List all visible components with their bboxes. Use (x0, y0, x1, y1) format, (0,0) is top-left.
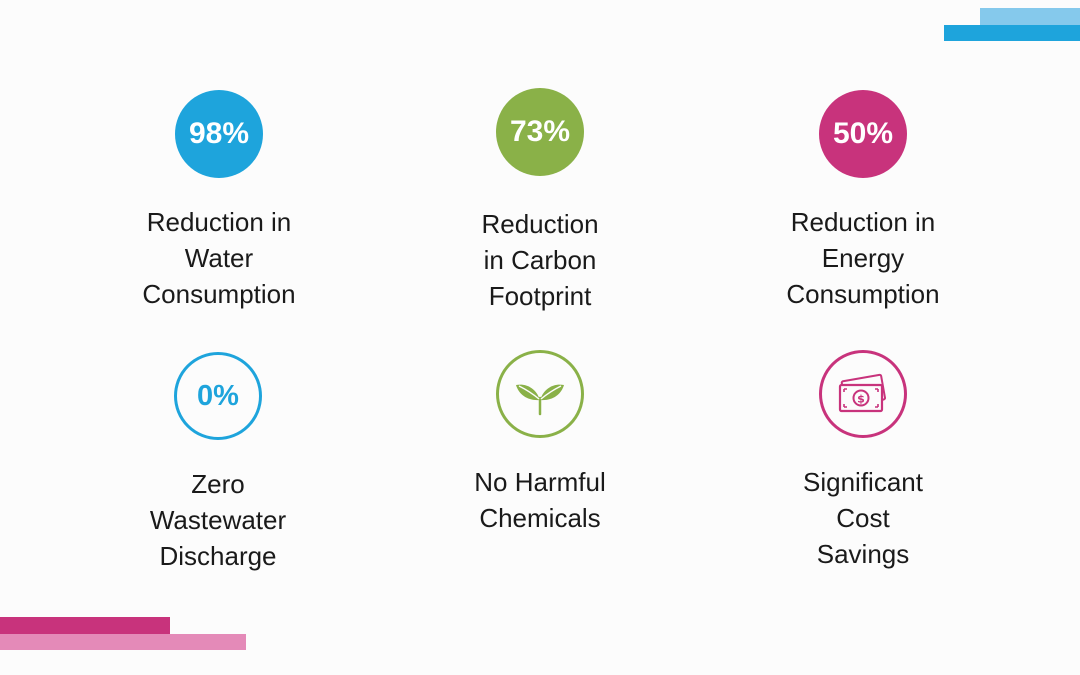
wastewater-badge: 0% (174, 352, 262, 440)
label-line: Significant (803, 467, 923, 497)
label-line: Water (184, 243, 254, 273)
bottom-left-stripe-light (0, 634, 246, 650)
water-reduction-badge: 98% (175, 90, 263, 178)
label-line: Cost (836, 503, 890, 533)
top-right-stripe-light (980, 8, 1080, 25)
label-line: Savings (816, 539, 910, 569)
stat-energy: 50% Reduction in Energy Consumption (743, 90, 983, 312)
energy-reduction-value: 50% (832, 117, 894, 150)
stat-chemicals: No Harmful Chemicals (420, 350, 660, 536)
carbon-reduction-label: Reduction in Carbon Footprint (420, 206, 660, 314)
label-line: in Carbon (483, 245, 597, 275)
label-line: Energy (821, 243, 905, 273)
leaf-sprout-icon (516, 384, 564, 416)
carbon-reduction-value: 73% (509, 115, 571, 148)
stat-water: 98% Reduction in Water Consumption (99, 90, 339, 312)
chemicals-label: No Harmful Chemicals (420, 464, 660, 536)
label-line: Discharge (159, 541, 277, 571)
label-line: Footprint (488, 281, 592, 311)
label-line: Zero (191, 469, 245, 499)
label-line: Reduction in (790, 207, 936, 237)
energy-reduction-badge: 50% (819, 90, 907, 178)
label-line: Reduction in (146, 207, 292, 237)
money-bills-icon: $ (838, 373, 887, 413)
top-right-stripe-dark (944, 25, 1080, 41)
label-line: No Harmful (474, 467, 606, 497)
wastewater-value: 0% (197, 379, 239, 412)
energy-reduction-label: Reduction in Energy Consumption (743, 204, 983, 312)
label-line: Wastewater (149, 505, 287, 535)
stat-savings: $ Significant Cost Savings (743, 350, 983, 572)
water-reduction-value: 98% (188, 117, 250, 150)
stat-wastewater: 0% Zero Wastewater Discharge (98, 352, 338, 574)
carbon-reduction-badge: 73% (496, 88, 584, 176)
water-reduction-label: Reduction in Water Consumption (99, 204, 339, 312)
bottom-left-stripe-dark (0, 617, 170, 634)
stat-carbon: 73% Reduction in Carbon Footprint (420, 88, 660, 314)
chemicals-badge (496, 350, 584, 438)
label-line: Consumption (786, 279, 940, 309)
label-line: Chemicals (479, 503, 601, 533)
svg-text:$: $ (857, 393, 865, 406)
wastewater-label: Zero Wastewater Discharge (98, 466, 338, 574)
label-line: Reduction (481, 209, 599, 239)
label-line: Consumption (142, 279, 296, 309)
savings-label: Significant Cost Savings (743, 464, 983, 572)
savings-badge: $ (819, 350, 907, 438)
